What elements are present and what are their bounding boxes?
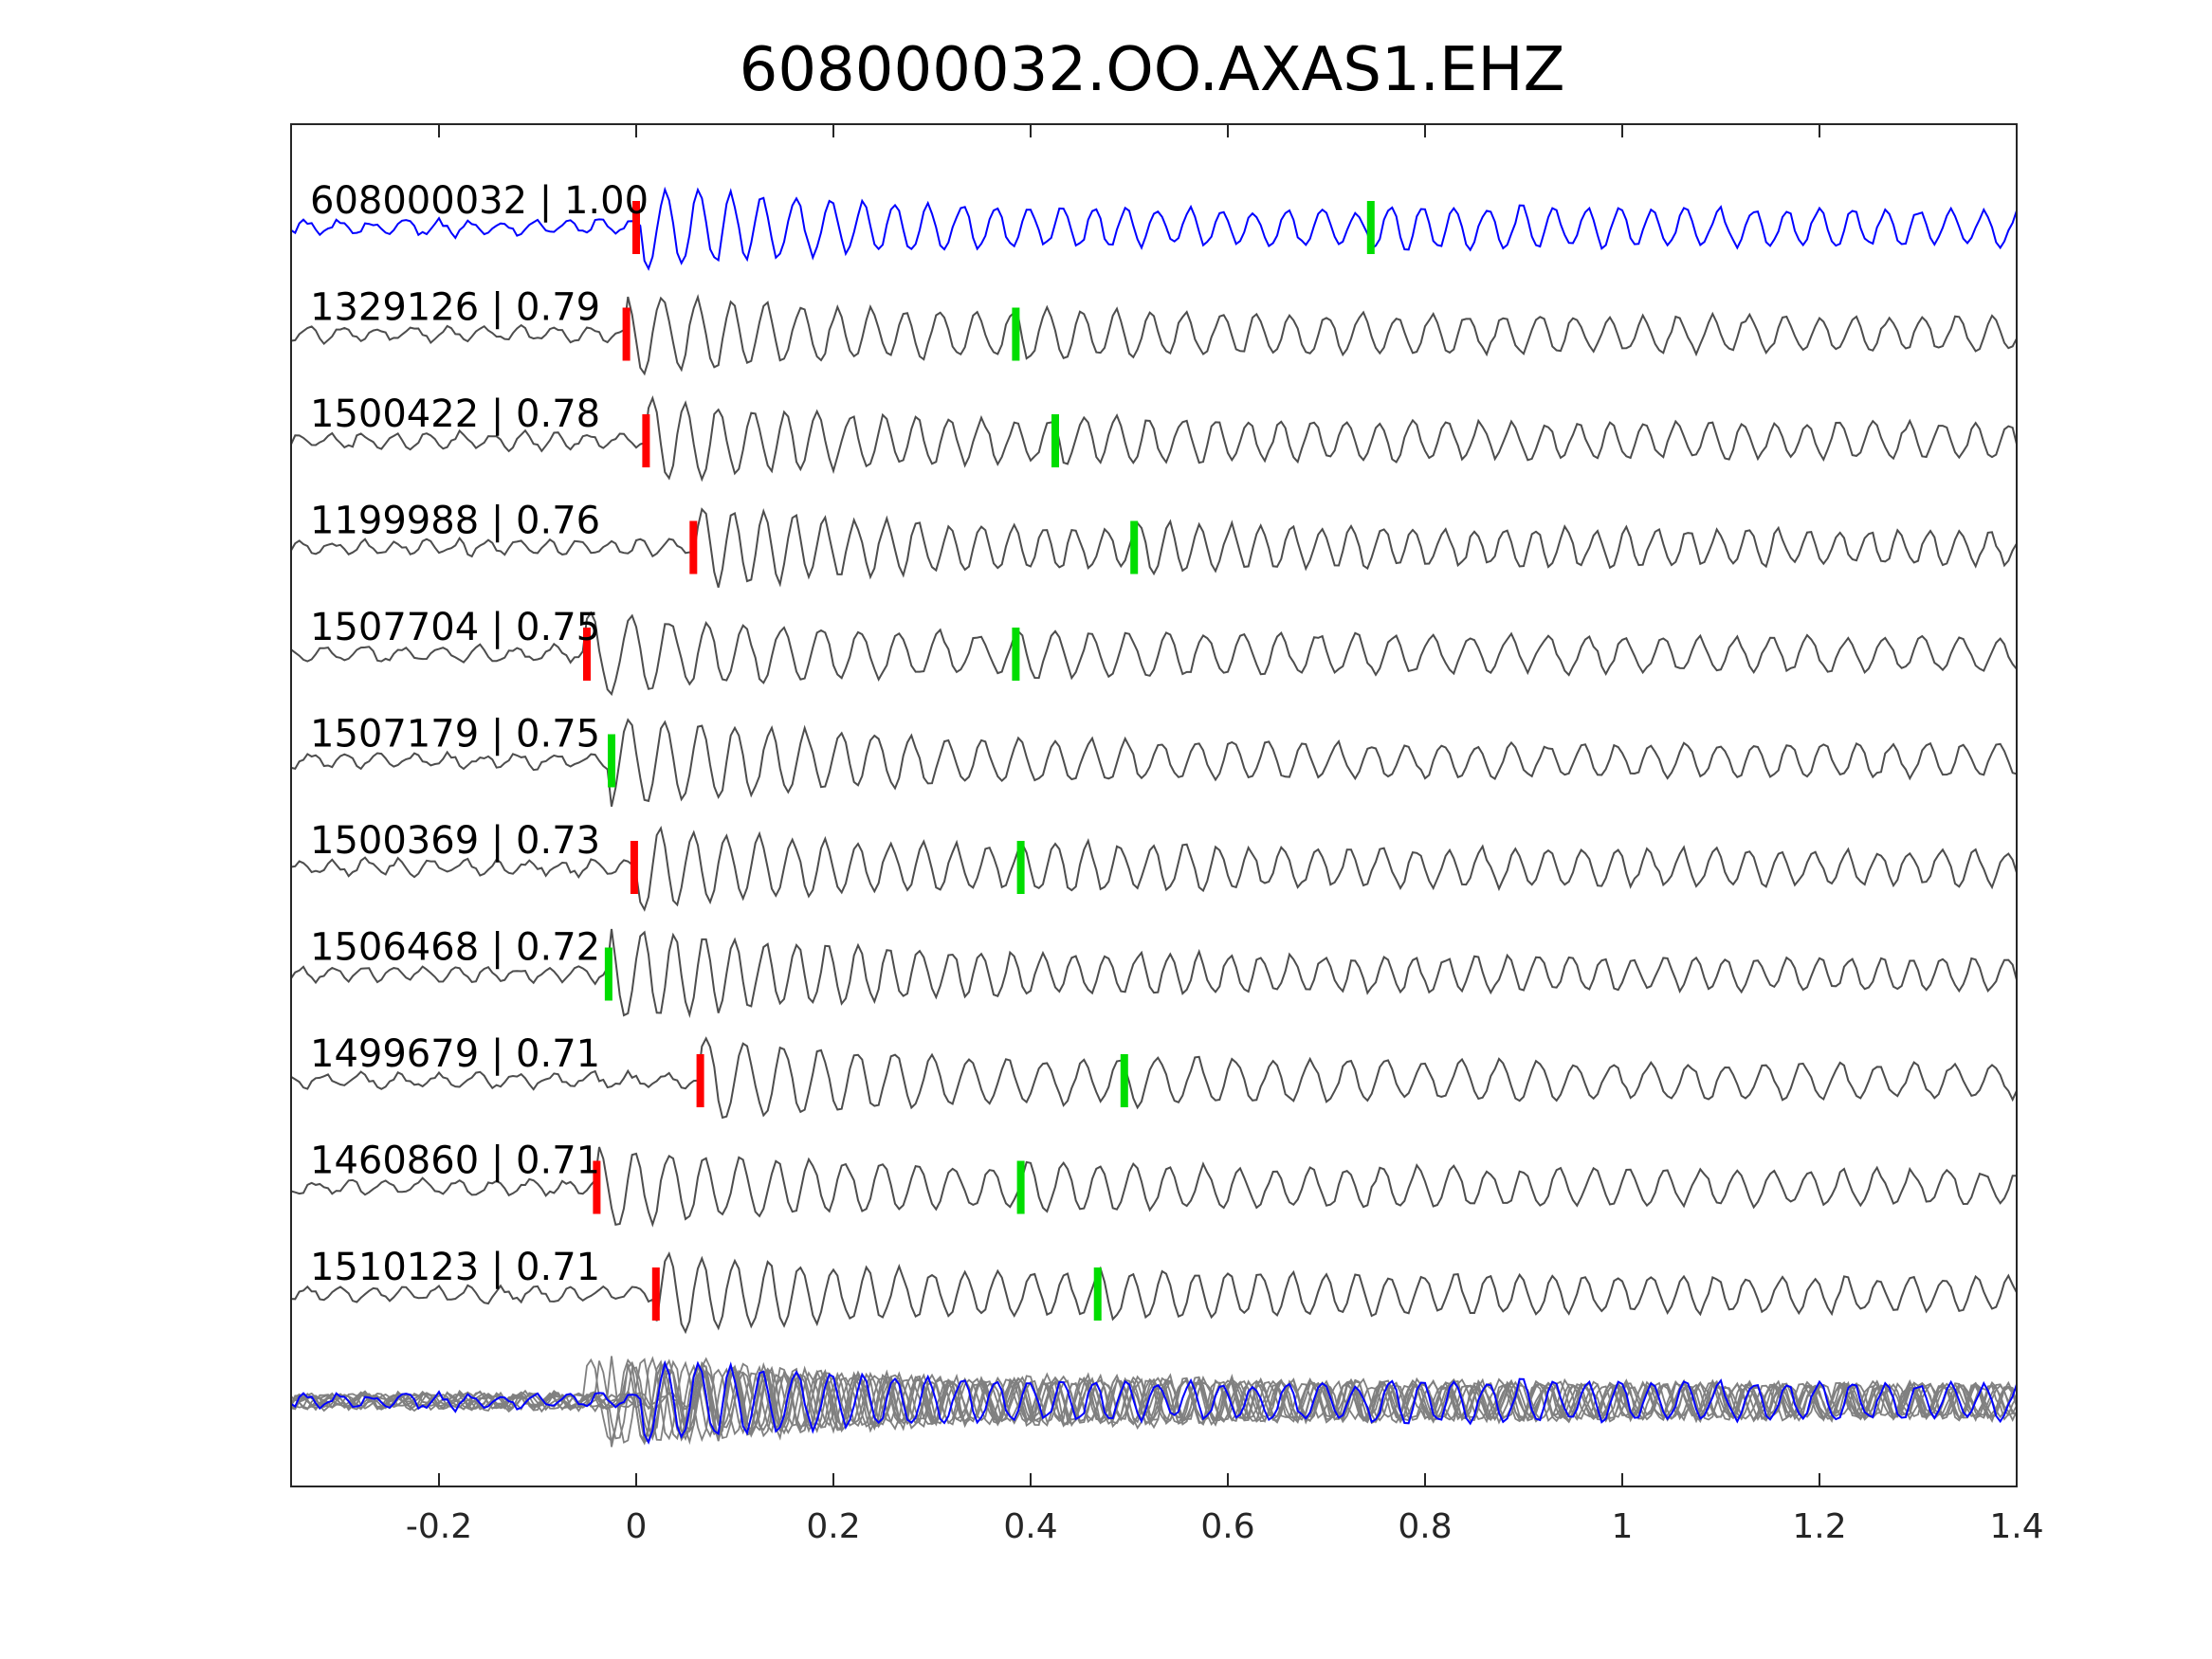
- trace-label-0: 608000032 | 1.00: [310, 179, 649, 223]
- trace-8: [290, 1036, 2018, 1120]
- plot-frame: [290, 123, 2018, 1487]
- x-tick-label-3: 0.4: [1003, 1507, 1057, 1546]
- x-axis: -0.2 0 0.2 0.4 0.6 0.8 1 1.2 1.4: [406, 124, 2044, 1546]
- trace-label-5: 1507179 | 0.75: [310, 713, 600, 757]
- x-tick-label-7: 1.2: [1792, 1507, 1846, 1546]
- trace-2: [290, 395, 2018, 483]
- trace-layer: [290, 186, 2018, 1448]
- trace-label-10: 1510123 | 0.71: [310, 1246, 600, 1289]
- trace-7: [290, 928, 2018, 1019]
- stack-trace-7: [290, 1357, 2018, 1440]
- x-tick-label-5: 0.8: [1398, 1507, 1452, 1546]
- trace-5: [290, 718, 2018, 808]
- x-tick-label-6: 1: [1612, 1507, 1634, 1546]
- trace-4: [290, 611, 2018, 697]
- trace-label-6: 1500369 | 0.73: [310, 819, 600, 863]
- x-tick-label-2: 0.2: [806, 1507, 860, 1546]
- stack-trace-2: [290, 1360, 2018, 1442]
- trace-label-1: 1329126 | 0.79: [310, 286, 600, 330]
- trace-3: [290, 507, 2018, 588]
- trace-10: [290, 1250, 2018, 1335]
- stack-trace-8: [290, 1360, 2017, 1441]
- pick-layer: [583, 201, 1375, 1321]
- x-tick-label-4: 0.6: [1200, 1507, 1254, 1546]
- x-tick-label-8: 1.4: [1989, 1507, 2043, 1546]
- trace-9: [290, 1146, 2017, 1228]
- trace-label-layer: 608000032 | 1.00 1329126 | 0.79 1500422 | …: [310, 179, 649, 1289]
- stack-template-trace: [290, 1359, 2018, 1445]
- trace-label-2: 1500422 | 0.78: [310, 392, 600, 436]
- template-trace: [290, 186, 2018, 271]
- trace-label-9: 1460860 | 0.71: [310, 1139, 600, 1183]
- chart-title: 608000032.OO.AXAS1.EHZ: [740, 35, 1565, 105]
- x-tick-label-0: -0.2: [406, 1507, 472, 1546]
- trace-1: [290, 293, 2018, 376]
- trace-label-4: 1507704 | 0.75: [310, 606, 600, 649]
- trace-label-7: 1506468 | 0.72: [310, 926, 600, 970]
- trace-label-8: 1499679 | 0.71: [310, 1032, 600, 1076]
- stack-trace-5: [290, 1359, 2018, 1446]
- x-tick-label-1: 0: [626, 1507, 648, 1546]
- trace-6: [290, 826, 2018, 912]
- trace-label-3: 1199988 | 0.76: [310, 500, 600, 543]
